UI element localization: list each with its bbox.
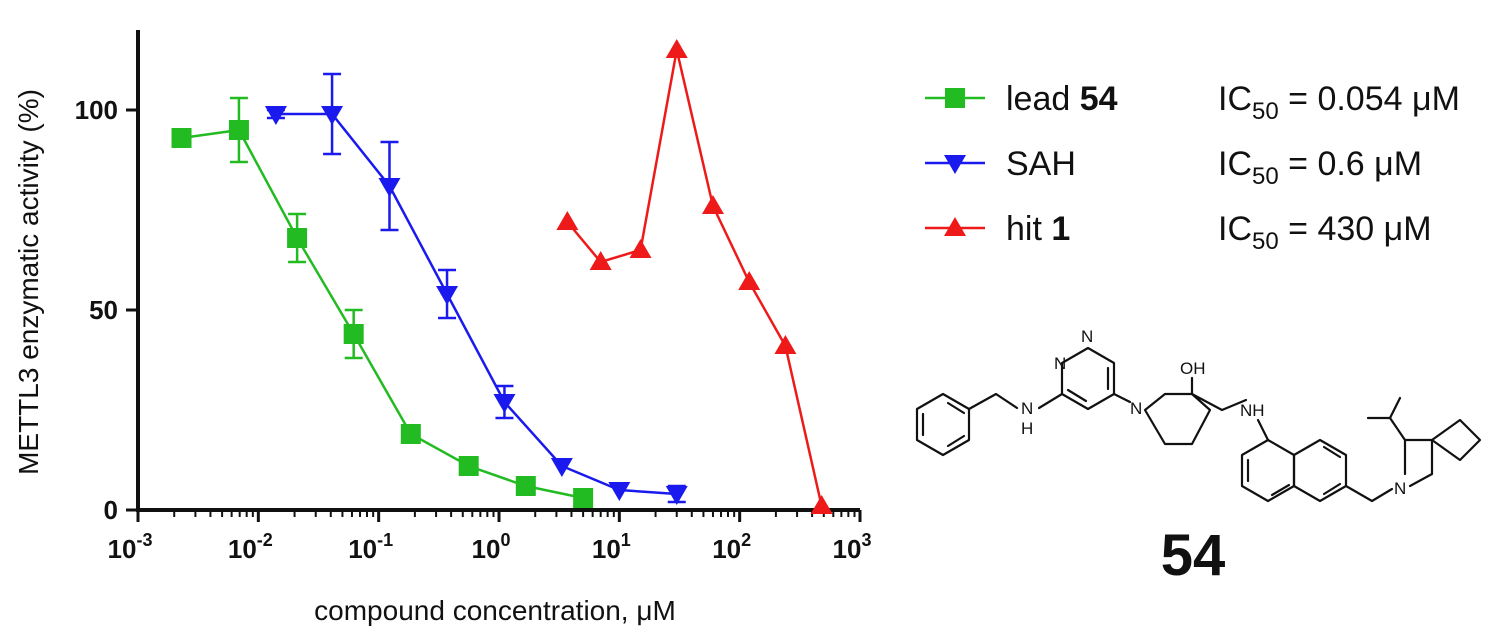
legend-marker [945,88,965,108]
benzene-ring [915,392,971,457]
x-tick-label-5: 102 [712,530,751,564]
legend-name: hit 1 [1006,210,1070,248]
piperidine-ring [1143,392,1212,446]
x-tick-label-4: 101 [592,530,631,564]
legend: lead 54 IC50 = 0.054 μM SAH IC50 = 0.6 μM hi… [925,80,1460,255]
atom-nh-1: N [1021,399,1033,418]
series-0 [171,96,594,508]
atom-n-pyr-2: N [1081,327,1093,346]
data-point [573,488,594,508]
data-point [458,456,479,476]
atom-n-azetidine: N [1394,479,1406,498]
y-axis-title: METTL3 enzymatic activity (%) [13,89,44,475]
legend-marker [944,217,966,236]
series-line-1 [275,112,677,496]
x-tick-label-3: 100 [472,530,511,564]
data-point [264,106,287,125]
atom-n-piperidine: N [1130,399,1142,418]
data-point [701,195,724,214]
legend-marker [944,155,966,174]
data-point [556,211,579,230]
data-point [665,39,688,58]
naphthalene-ring-a [1240,438,1296,503]
data-point [378,178,401,197]
data-point [738,271,761,290]
naphthalene-ring-b [1292,438,1348,503]
x-tick-label-6: 103 [833,530,872,564]
x-tick-label-2: 10-1 [348,530,393,564]
x-tick-label-1: 10-2 [228,530,273,564]
cyclobutane-ring [1430,418,1482,462]
legend-name: SAH [1006,145,1076,183]
data-point [665,486,688,505]
axis-ticks: 10-3 10-2 10-1 100 101 102 103 0 50 100 [75,95,872,564]
data-point [629,239,652,258]
data-point [589,251,612,270]
data-point [436,286,459,305]
data-point [550,458,573,477]
y-tick-label-1: 50 [89,295,118,325]
legend-item-0: lead 54 IC50 = 0.054 μM [925,80,1460,125]
x-axis-title: compound concentration, μM [314,595,676,626]
data-point [287,228,308,248]
data-point [343,324,364,344]
legend-ic50: IC50 = 0.054 μM [1218,80,1460,125]
series-1 [264,72,688,505]
series-line-0 [181,128,584,500]
series-line-2 [566,49,823,507]
data-point [608,482,631,501]
data-point [515,476,536,496]
chemical-structure [915,346,1482,503]
legend-item-2: hit 1 IC50 = 430 μM [925,210,1432,255]
series-2 [556,39,833,514]
y-tick-label-2: 100 [75,95,118,125]
pyrimidine-ring [1060,346,1116,411]
y-tick-label-0: 0 [104,495,118,525]
atom-nh-2: NH [1240,401,1265,420]
x-tick-label-0: 10-3 [108,530,153,564]
atom-oh: OH [1180,359,1206,378]
legend-name: lead 54 [1006,80,1118,118]
atom-n-pyr-1: N [1054,354,1066,373]
plot-area [136,30,860,512]
legend-ic50: IC50 = 0.6 μM [1218,145,1422,190]
data-point [774,335,797,354]
data-point [810,495,833,514]
atom-h-1: H [1021,419,1033,438]
data-point [171,128,192,148]
data-point [400,424,421,444]
atom-labels: N H N N N OH NH N [1021,327,1406,498]
legend-ic50: IC50 = 430 μM [1218,210,1432,255]
series-layer [171,39,833,514]
legend-item-1: SAH IC50 = 0.6 μM [925,145,1422,190]
data-point [493,394,516,413]
data-point [228,120,249,140]
compound-label: 54 [1161,523,1226,588]
data-point [321,106,344,125]
